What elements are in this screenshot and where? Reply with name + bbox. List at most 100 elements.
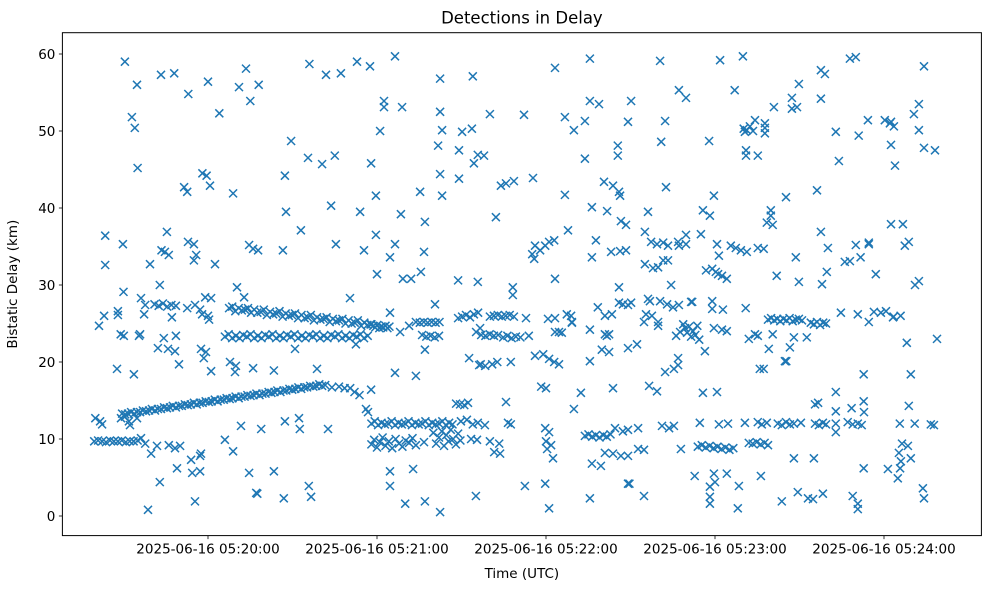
scatter-point: [331, 316, 341, 326]
scatter-point: [639, 491, 649, 501]
scatter-point: [179, 182, 189, 192]
scatter-point: [712, 387, 722, 397]
scatter-point: [210, 259, 220, 269]
scatter-point: [902, 338, 912, 348]
scatter-point: [560, 112, 570, 122]
y-axis-ticks: 0 10 20 30 40 50 60: [38, 47, 63, 525]
scatter-point: [871, 269, 881, 279]
scatter-point: [587, 459, 597, 469]
scatter-point: [674, 241, 684, 251]
scatter-point: [143, 505, 153, 515]
scatter-point: [501, 397, 511, 407]
scatter-point: [748, 126, 758, 136]
scatter-point: [569, 404, 579, 414]
scatter-point: [836, 308, 846, 318]
scatter-point: [397, 442, 407, 452]
scatter-point: [669, 364, 679, 374]
scatter-point: [623, 343, 633, 353]
scatter-point: [487, 359, 497, 369]
scatter-point: [352, 57, 362, 67]
scatter-point: [918, 483, 928, 493]
scatter-point: [707, 296, 717, 306]
scatter-point: [585, 96, 595, 106]
scatter-point: [162, 403, 172, 413]
scatter-point: [237, 305, 247, 315]
scatter-point: [666, 280, 676, 290]
scatter-point: [738, 51, 748, 61]
scatter-point: [661, 182, 671, 192]
scatter-point: [633, 423, 643, 433]
scatter-point: [509, 176, 519, 186]
scatter-point: [269, 365, 279, 376]
scatter-point: [375, 126, 385, 136]
scatter-point: [196, 449, 206, 459]
scatter-point: [658, 238, 668, 248]
scatter-point: [354, 390, 365, 400]
scatter-point: [914, 125, 924, 135]
scatter-point: [492, 357, 502, 367]
scatter-point: [781, 356, 791, 366]
scatter-point: [919, 493, 929, 503]
scatter-point: [118, 239, 128, 249]
scatter-point: [639, 317, 649, 327]
scatter-point: [203, 311, 213, 321]
scatter-point: [266, 388, 276, 398]
scatter-point: [567, 318, 577, 328]
scatter-point: [763, 440, 773, 450]
scatter-point: [734, 481, 744, 491]
scatter-point: [415, 187, 425, 197]
scatter-point: [663, 241, 673, 251]
scatter-point: [464, 353, 474, 363]
scatter-point: [169, 68, 179, 78]
scatter-point: [99, 311, 109, 321]
scatter-point: [616, 451, 626, 461]
scatter-point: [227, 302, 237, 312]
scatter-point: [705, 211, 715, 221]
scatter-point: [848, 491, 858, 501]
scatter-point: [863, 115, 873, 125]
scatter-point: [395, 327, 405, 337]
scatter-point: [594, 99, 604, 109]
scatter-point: [585, 356, 595, 366]
scatter-point: [437, 191, 447, 201]
scatter-point: [369, 435, 379, 445]
y-tick-label: 20: [38, 355, 55, 371]
scatter-point: [550, 313, 560, 323]
scatter-point: [560, 190, 570, 200]
scatter-point: [443, 436, 454, 446]
scatter-point: [722, 326, 732, 336]
scatter-point: [519, 110, 529, 120]
scatter-point: [707, 304, 717, 314]
scatter-point: [904, 237, 914, 247]
scatter-point: [906, 369, 916, 379]
scatter-point: [380, 419, 390, 429]
scatter-point: [296, 225, 306, 235]
scatter-point: [813, 398, 823, 408]
scatter-point: [768, 329, 778, 339]
scatter-point: [914, 99, 924, 109]
x-tick-label: 2025-06-16 05:23:00: [643, 542, 786, 558]
plot-border: [61, 32, 982, 537]
scatter-point: [385, 481, 395, 491]
scatter-point: [585, 493, 595, 503]
scatter-point: [366, 158, 376, 168]
scatter-point: [171, 331, 181, 341]
scatter-point: [757, 419, 767, 429]
scatter-point: [623, 425, 633, 435]
scatter-point: [359, 245, 369, 255]
scatter-point: [705, 482, 715, 492]
scatter-point: [156, 70, 166, 80]
scatter-point: [515, 332, 525, 342]
scatter-point: [183, 400, 193, 410]
scatter-point: [529, 254, 539, 264]
scatter-point: [602, 206, 612, 216]
scatter-point: [509, 312, 519, 322]
scatter-point: [600, 448, 610, 458]
scatter-point: [794, 79, 804, 89]
scatter-point: [407, 433, 418, 443]
scatter-point: [660, 367, 670, 377]
scatter-point: [171, 301, 181, 311]
scatter-point: [457, 127, 467, 137]
scatter-point: [750, 115, 760, 125]
scatter-point: [643, 207, 653, 217]
